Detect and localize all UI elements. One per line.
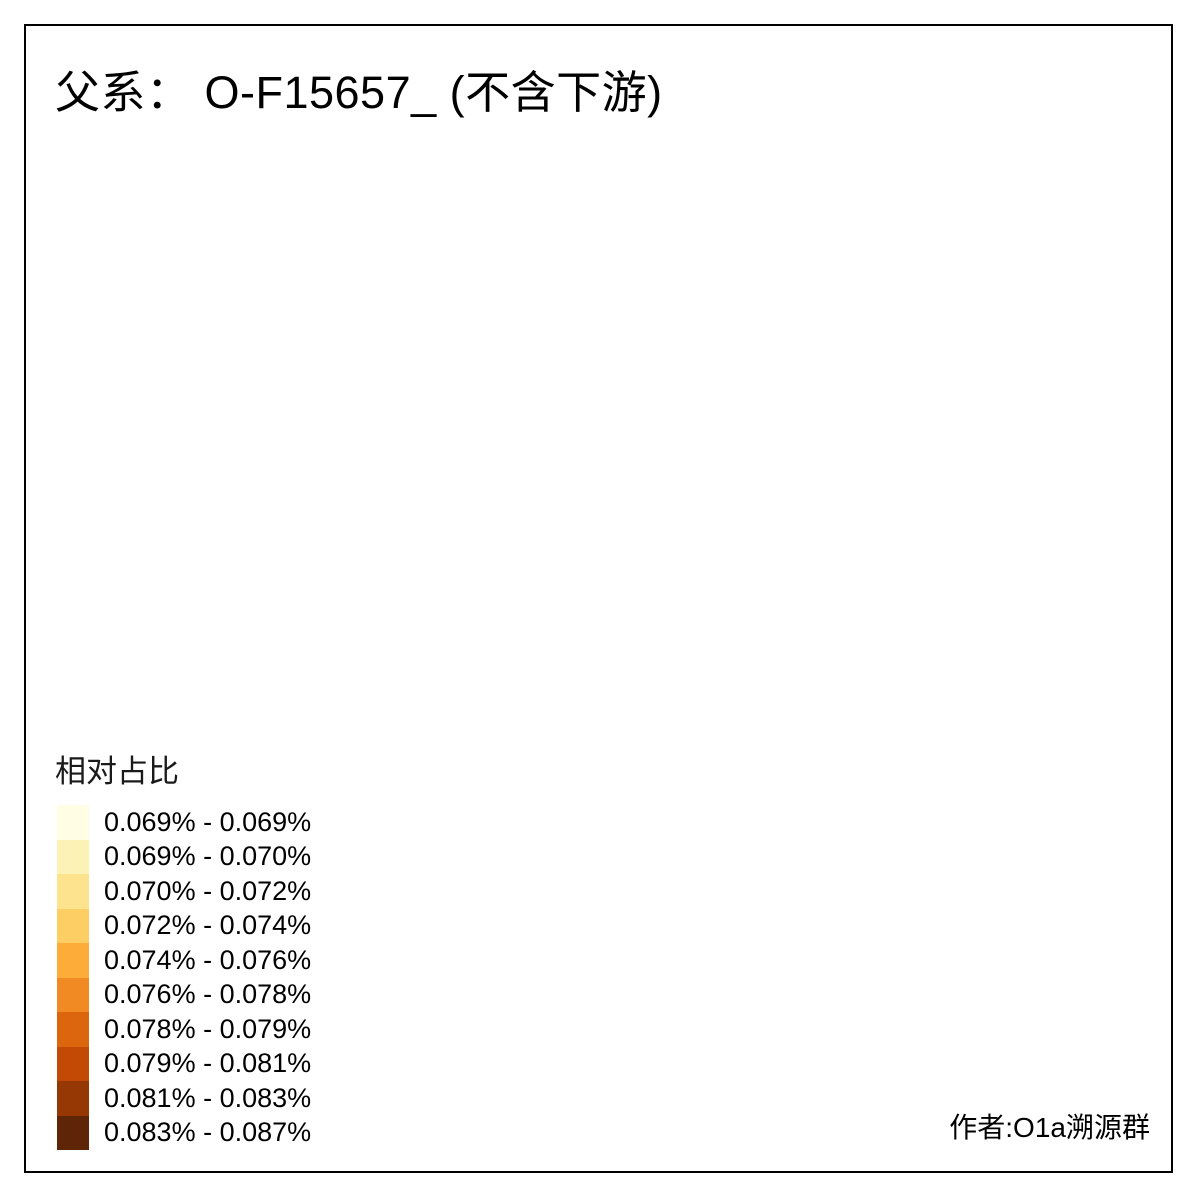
legend-row: 0.079% - 0.081% xyxy=(57,1046,312,1081)
legend-label: 0.072% - 0.074% xyxy=(104,910,312,941)
legend-label: 0.078% - 0.079% xyxy=(104,1013,312,1044)
legend-label: 0.074% - 0.076% xyxy=(104,944,312,975)
legend-row: 0.069% - 0.070% xyxy=(57,839,312,874)
legend-swatch xyxy=(57,1046,89,1081)
legend-row: 0.070% - 0.072% xyxy=(57,874,311,909)
legend: 相对占比 0.069% - 0.069% 0.069% - 0.070% 0.070… xyxy=(55,746,311,1150)
legend-label: 0.081% - 0.083% xyxy=(104,1082,312,1113)
legend-row: 0.076% - 0.078% xyxy=(57,977,312,1012)
legend-row: 0.081% - 0.083% xyxy=(57,1081,311,1116)
legend-label: 0.069% - 0.069% xyxy=(104,806,312,837)
legend-label: 0.079% - 0.081% xyxy=(104,1048,312,1079)
legend-label: 0.070% - 0.072% xyxy=(104,875,312,906)
legend-swatch xyxy=(57,1115,89,1150)
legend-row: 0.078% - 0.079% xyxy=(57,1012,311,1047)
legend-swatch xyxy=(57,839,89,874)
author-credit: 作者:O1a溯源群 xyxy=(949,1112,1150,1143)
legend-row: 0.069% - 0.069% xyxy=(57,805,311,840)
legend-row: 0.083% - 0.087% xyxy=(57,1115,312,1150)
legend-swatch xyxy=(57,1012,89,1047)
legend-label: 0.069% - 0.070% xyxy=(104,841,312,872)
legend-swatch xyxy=(57,874,89,909)
map-title: 父系： O-F15657_ (不含下游) xyxy=(55,67,663,118)
legend-label: 0.083% - 0.087% xyxy=(104,1117,312,1148)
plot-frame xyxy=(24,24,1173,1173)
legend-title: 相对占比 xyxy=(55,754,179,789)
legend-rows: 0.069% - 0.069% 0.069% - 0.070% 0.070% - 0… xyxy=(57,805,311,1150)
legend-swatch xyxy=(57,977,89,1012)
legend-swatch xyxy=(57,805,89,840)
legend-row: 0.072% - 0.074% xyxy=(57,908,312,943)
legend-swatch xyxy=(57,1081,89,1116)
legend-swatch xyxy=(57,943,89,978)
legend-label: 0.076% - 0.078% xyxy=(104,979,312,1010)
legend-row: 0.074% - 0.076% xyxy=(57,943,311,978)
legend-swatch xyxy=(57,908,89,943)
